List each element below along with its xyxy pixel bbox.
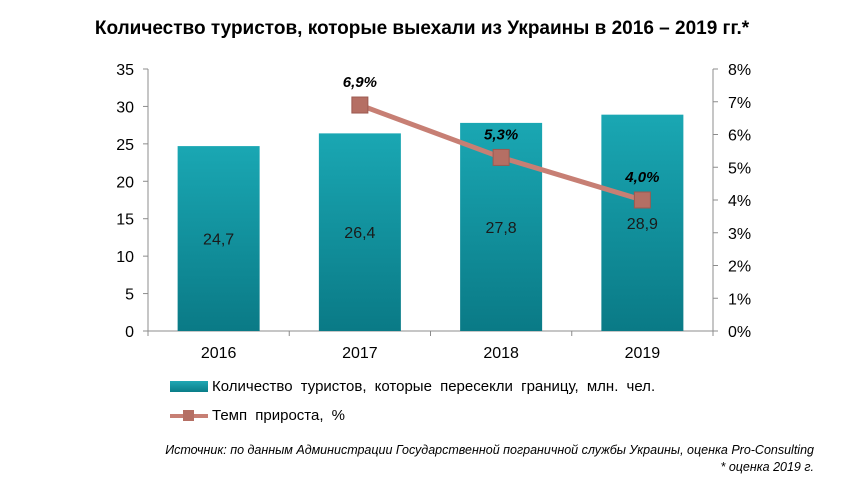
- line-value-label: 6,9%: [343, 74, 377, 91]
- y-left-tick-label: 35: [116, 62, 134, 79]
- legend-label-bars: Количество туристов, которые пересекли г…: [212, 377, 656, 395]
- y-right-tick-label: 5%: [728, 160, 751, 177]
- y-left-tick-label: 5: [125, 287, 134, 304]
- y-right-tick-label: 4%: [728, 193, 751, 210]
- legend-swatch-bar: [170, 380, 208, 392]
- bar: [318, 133, 401, 331]
- x-tick-label: 2018: [483, 345, 519, 362]
- y-right-tick-label: 1%: [728, 291, 751, 308]
- x-tick-label: 2017: [342, 345, 378, 362]
- line-point: [351, 96, 369, 114]
- y-left-tick-label: 20: [116, 174, 134, 191]
- y-right-tick-label: 2%: [728, 259, 751, 276]
- legend-item-bars: Количество туристов, которые пересекли г…: [170, 376, 655, 396]
- y-left-tick-label: 30: [116, 99, 134, 116]
- line-value-label: 4,0%: [624, 169, 659, 186]
- x-tick-label: 2016: [201, 345, 237, 362]
- y-left-tick-label: 0: [125, 324, 134, 341]
- legend-item-line: Темп прироста, %: [170, 405, 345, 425]
- line-point: [492, 148, 510, 166]
- bar-value-label: 26,4: [344, 225, 375, 242]
- legend-swatch-line: [170, 409, 208, 421]
- y-left-tick-label: 25: [116, 137, 134, 154]
- bar-value-label: 24,7: [203, 232, 234, 249]
- bar: [601, 114, 684, 331]
- source-note: Источник: по данным Администрации Госуда…: [165, 442, 814, 476]
- line-point: [633, 191, 651, 209]
- chart-canvas: 0 5 10 15 20 25 30 35 0% 1% 2% 3% 4% 5% 6% 7% 8% 2016 2017…: [116, 62, 751, 362]
- y-right-tick-label: 0%: [728, 324, 751, 341]
- bar-value-label: 27,8: [486, 220, 517, 237]
- y-right-tick-label: 6%: [728, 128, 751, 145]
- y-left-tick-label: 15: [116, 212, 134, 229]
- bar-value-label: 28,9: [627, 216, 658, 233]
- line-value-label: 5,3%: [484, 126, 518, 143]
- y-right-tick-label: 8%: [728, 62, 751, 79]
- y-right-tick-label: 3%: [728, 226, 751, 243]
- bar: [177, 146, 260, 331]
- chart-title: Количество туристов, которые выехали из …: [94, 18, 750, 39]
- x-tick-label: 2019: [625, 345, 661, 362]
- source-line: Источник: по данным Администрации Госуда…: [165, 443, 814, 457]
- estimate-note: * оценка 2019 г.: [720, 460, 814, 474]
- legend-label-line: Темп прироста, %: [212, 406, 346, 424]
- y-left-tick-label: 10: [116, 249, 134, 266]
- y-right-tick-label: 7%: [728, 95, 751, 112]
